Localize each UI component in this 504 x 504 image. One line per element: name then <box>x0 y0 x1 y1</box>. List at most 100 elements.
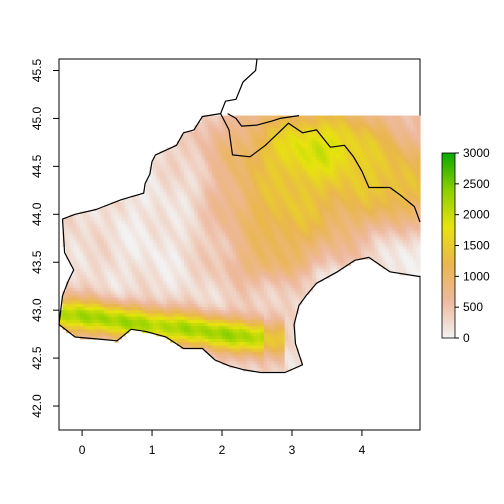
raster-cell <box>371 121 376 126</box>
raster-cell <box>281 265 286 270</box>
raster-cell <box>173 224 178 228</box>
raster-cell <box>187 169 192 174</box>
raster-cell <box>340 185 345 190</box>
raster-cell <box>128 291 133 295</box>
raster-cell <box>256 201 261 206</box>
raster-cell <box>229 243 234 248</box>
raster-cell <box>128 268 133 273</box>
raster-cell <box>163 201 168 206</box>
raster-cell <box>121 230 126 235</box>
raster-cell <box>301 294 307 299</box>
raster-cell <box>124 287 130 292</box>
raster-cell <box>256 198 261 203</box>
raster-cell <box>263 294 268 299</box>
raster-cell <box>118 236 123 241</box>
raster-cell <box>180 169 185 174</box>
raster-cell <box>222 236 227 241</box>
raster-cell <box>128 284 133 289</box>
raster-cell <box>229 166 234 171</box>
raster-cell <box>350 160 355 165</box>
raster-cell <box>360 208 366 212</box>
raster-cell <box>197 160 202 165</box>
raster-cell <box>260 137 265 142</box>
raster-cell <box>225 182 230 187</box>
raster-cell <box>201 179 206 184</box>
raster-cell <box>180 134 185 139</box>
raster-cell <box>222 147 227 152</box>
raster-cell <box>326 118 331 123</box>
raster-cell <box>274 303 279 308</box>
raster-cell <box>211 195 216 200</box>
raster-cell <box>180 255 185 260</box>
raster-cell <box>305 179 310 184</box>
raster-cell <box>340 153 345 158</box>
raster-cell <box>406 246 411 251</box>
raster-cell <box>326 208 331 212</box>
raster-cell <box>236 176 241 180</box>
raster-cell <box>277 121 282 126</box>
raster-cell <box>190 137 195 142</box>
raster-cell <box>232 211 237 216</box>
raster-cell <box>173 169 178 174</box>
raster-cell <box>204 208 209 212</box>
raster-cell <box>111 255 116 260</box>
raster-cell <box>229 297 234 302</box>
raster-cell <box>156 259 161 263</box>
raster-cell <box>124 243 130 248</box>
raster-cell <box>367 141 372 145</box>
raster-cell <box>177 163 182 168</box>
raster-cell <box>301 157 307 161</box>
raster-cell <box>409 217 414 222</box>
raster-cell <box>149 243 154 248</box>
raster-cell <box>173 297 178 302</box>
raster-cell <box>246 230 251 235</box>
raster-cell <box>97 217 102 222</box>
raster-cell <box>364 214 369 219</box>
raster-cell <box>301 249 307 254</box>
raster-cell <box>190 173 195 177</box>
raster-cell <box>277 141 282 145</box>
raster-cell <box>177 201 182 206</box>
raster-cell <box>308 284 313 289</box>
raster-cell <box>194 255 199 260</box>
raster-cell <box>263 297 268 302</box>
raster-cell <box>409 160 414 165</box>
raster-cell <box>145 307 150 311</box>
raster-cell <box>364 185 369 190</box>
raster-cell <box>114 217 119 222</box>
raster-cell <box>173 198 178 203</box>
raster-cell <box>326 125 331 129</box>
raster-cell <box>253 303 258 308</box>
raster-cell <box>336 262 341 267</box>
raster-cell <box>354 182 359 187</box>
raster-cell <box>399 163 404 168</box>
raster-cell <box>354 176 359 180</box>
raster-cell <box>124 291 130 295</box>
raster-cell <box>406 153 411 158</box>
raster-cell <box>104 211 109 216</box>
raster-cell <box>267 259 272 263</box>
raster-cell <box>246 176 251 180</box>
raster-cell <box>392 227 397 232</box>
raster-cell <box>222 255 227 260</box>
raster-cell <box>215 204 220 209</box>
raster-cell <box>177 220 182 225</box>
raster-cell <box>76 275 81 279</box>
raster-cell <box>312 249 317 254</box>
raster-cell <box>284 160 289 165</box>
raster-cell <box>246 224 251 228</box>
raster-cell <box>208 303 213 308</box>
raster-cell <box>145 192 150 196</box>
raster-cell <box>402 214 407 219</box>
raster-cell <box>76 297 81 302</box>
raster-cell <box>305 131 310 136</box>
raster-cell <box>83 291 88 295</box>
raster-cell <box>225 201 230 206</box>
raster-cell <box>322 131 327 136</box>
raster-cell <box>107 246 112 251</box>
raster-cell <box>378 262 383 267</box>
raster-cell <box>277 144 282 149</box>
raster-cell <box>298 179 303 184</box>
raster-cell <box>194 259 199 263</box>
raster-cell <box>225 188 230 193</box>
